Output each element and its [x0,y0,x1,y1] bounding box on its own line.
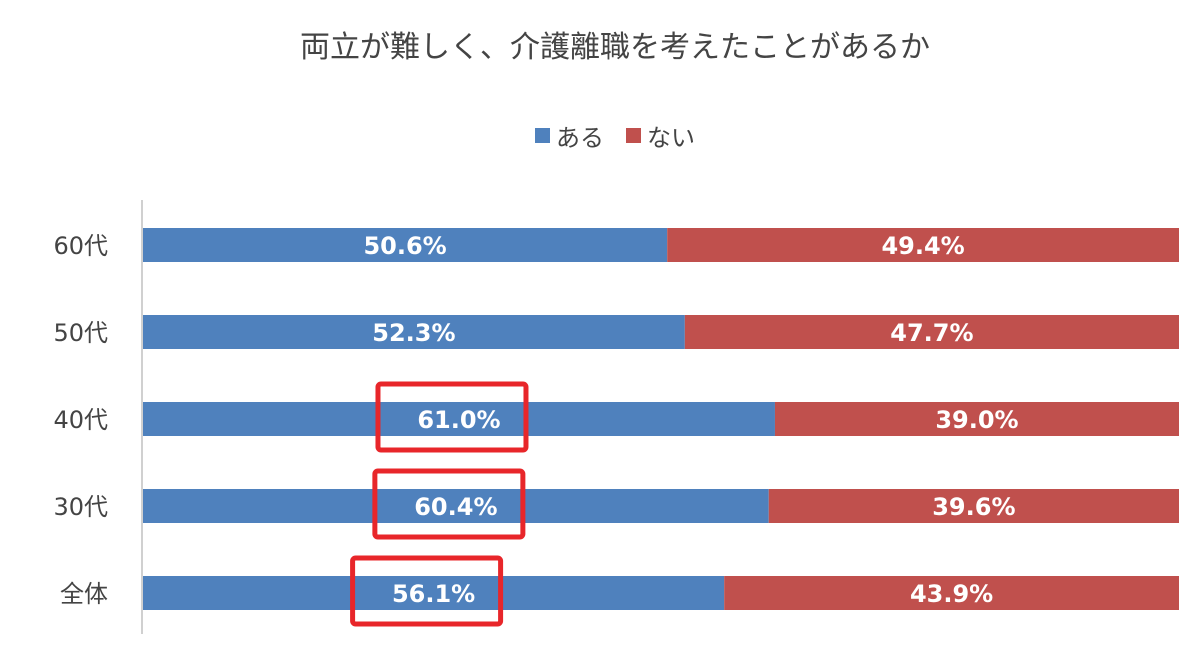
legend-label-nai: ない [647,124,695,152]
data-label-aru: 56.1% [392,580,475,608]
bar-segment-nai [724,576,1179,610]
highlight-box [375,381,529,453]
data-label-nai: 49.4% [881,232,964,260]
data-label-nai: 43.9% [910,580,993,608]
legend-swatch-nai [626,128,641,143]
bar-segment-nai [774,402,1179,436]
legend: ある ない [0,118,1200,153]
data-label-nai: 39.6% [932,493,1015,521]
legend-swatch-aru [535,128,550,143]
data-label-aru: 61.0% [417,406,500,434]
bar-segment-nai [684,315,1179,349]
legend-label-aru: ある [556,124,604,152]
data-label-nai: 39.0% [935,406,1018,434]
legend-item-nai: ない [626,118,695,153]
data-label-nai: 47.7% [890,319,973,347]
category-label: 60代 [53,232,108,260]
bar-segment-aru [143,228,668,262]
chart-title: 両立が難しく、介護離職を考えたことがあるか [300,30,930,65]
bar-segment-nai [667,228,1179,262]
bar-segment-aru [143,489,769,523]
highlight-box [372,468,526,540]
data-label-aru: 60.4% [414,493,497,521]
category-label: 30代 [53,493,108,521]
legend-item-aru: ある [535,118,604,153]
bar-segment-aru [143,315,685,349]
data-label-aru: 50.6% [363,232,446,260]
category-label: 全体 [60,580,108,608]
bar-segment-aru [143,402,775,436]
data-label-aru: 52.3% [372,319,455,347]
category-label: 50代 [53,319,108,347]
bar-segment-aru [143,576,725,610]
bar-segment-nai [768,489,1179,523]
highlight-box [350,555,504,627]
category-label: 40代 [53,406,108,434]
